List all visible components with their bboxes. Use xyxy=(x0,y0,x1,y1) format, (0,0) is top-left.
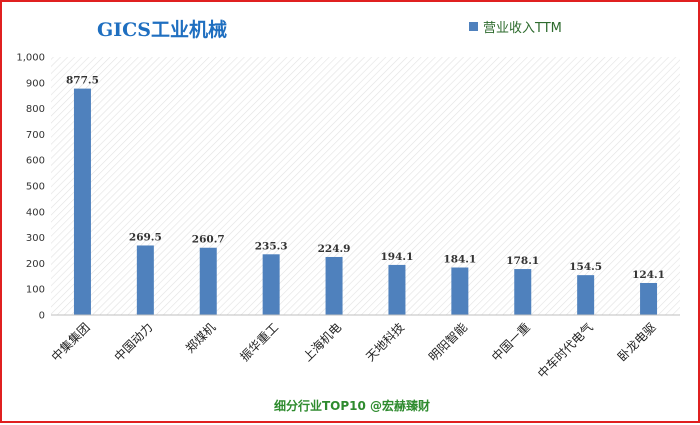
data-label: 260.7 xyxy=(192,234,225,246)
bar xyxy=(199,247,217,315)
y-tick-label: 900 xyxy=(26,78,45,89)
data-label: 184.1 xyxy=(443,254,476,266)
x-axis-labels: 中集集团 中国动力 郑煤机 振华重工 上海机电 天地科技 明阳智能 中国一重 中车时代电气 卧龙电… xyxy=(48,320,659,382)
y-tick-label: 400 xyxy=(26,207,45,218)
x-tick-label: 上海机电 xyxy=(300,320,345,365)
y-tick-label: 100 xyxy=(26,285,45,296)
data-label: 235.3 xyxy=(255,240,288,252)
data-labels-group: 877.5 269.5 260.7 235.3 224.9 194.1 184.1 178.1… xyxy=(66,75,665,281)
bar xyxy=(514,269,532,315)
bar xyxy=(451,267,469,315)
x-tick-label: 振华重工 xyxy=(237,320,281,364)
bar xyxy=(640,282,658,315)
x-tick-label: 郑煤机 xyxy=(182,320,218,356)
y-tick-label: 300 xyxy=(26,233,45,244)
y-tick-label: 700 xyxy=(26,130,45,141)
bars-group xyxy=(73,88,658,315)
chart-title: GICS工业机械 xyxy=(97,18,227,41)
x-tick-label: 中国动力 xyxy=(111,320,156,365)
y-tick-label: 500 xyxy=(26,182,45,193)
bar xyxy=(388,264,406,315)
y-tick-label: 0 xyxy=(39,311,45,322)
data-label: 269.5 xyxy=(129,231,162,243)
bar xyxy=(136,245,154,315)
data-label: 877.5 xyxy=(66,75,99,87)
x-tick-label: 卧龙电驱 xyxy=(615,320,659,364)
y-axis: 0 100 200 300 400 500 600 700 800 900 1,000 xyxy=(16,53,45,322)
data-label: 224.9 xyxy=(318,243,351,255)
x-tick-label: 明阳智能 xyxy=(425,320,470,365)
y-tick-label: 1,000 xyxy=(16,53,45,64)
bar xyxy=(325,256,343,315)
y-tick-label: 200 xyxy=(26,259,45,270)
x-tick-label: 天地科技 xyxy=(363,320,407,364)
data-label: 124.1 xyxy=(632,269,665,281)
x-tick-label: 中车时代电气 xyxy=(534,320,596,382)
y-tick-label: 800 xyxy=(26,104,45,115)
x-tick-label: 中集集团 xyxy=(48,320,93,365)
plot-area xyxy=(51,57,680,315)
bar xyxy=(73,88,91,315)
legend-label: 营业收入TTM xyxy=(483,21,562,36)
data-label: 194.1 xyxy=(381,251,414,263)
legend-swatch xyxy=(469,22,478,31)
data-label: 178.1 xyxy=(506,255,539,267)
footer-caption: 细分行业TOP10 @宏赫臻财 xyxy=(274,398,430,413)
bar xyxy=(577,275,595,315)
x-tick-label: 中国一重 xyxy=(488,320,533,365)
y-tick-label: 600 xyxy=(26,156,45,167)
data-label: 154.5 xyxy=(569,261,602,273)
bar xyxy=(262,254,280,315)
